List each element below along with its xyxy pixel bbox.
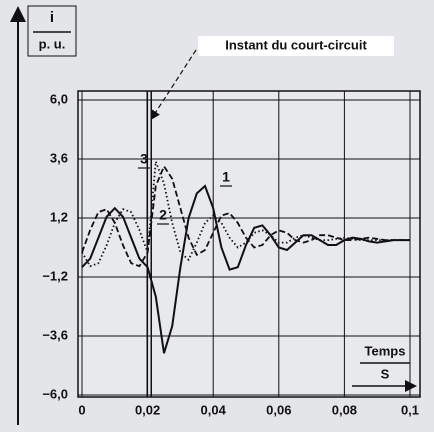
y-tick-label: −1,2 bbox=[42, 268, 68, 283]
y-tick-label: −3,6 bbox=[42, 327, 68, 342]
series-line bbox=[81, 161, 410, 268]
y-label-box bbox=[27, 5, 77, 57]
annotation-arrow bbox=[150, 49, 197, 121]
x-tick-label: 0,1 bbox=[401, 402, 419, 417]
y-tick-label: 6,0 bbox=[50, 91, 68, 106]
y-label-top: i bbox=[50, 9, 54, 26]
annotation-text: Instant du court-circuit bbox=[225, 37, 367, 52]
series-line bbox=[81, 184, 410, 354]
x-label-bottom: S bbox=[381, 366, 390, 381]
x-tick-label: 0 bbox=[78, 402, 85, 417]
x-tick-label: 0,06 bbox=[266, 402, 291, 417]
x-tick-label: 0,02 bbox=[135, 402, 160, 417]
series-label: 1 bbox=[222, 169, 230, 185]
y-tick-label: −6,0 bbox=[42, 386, 68, 401]
annotation-box bbox=[198, 36, 394, 56]
x-label-top: Temps bbox=[365, 343, 406, 358]
y-label-bottom: p. u. bbox=[39, 36, 66, 51]
x-tick-label: 0,04 bbox=[201, 402, 227, 417]
series-label: 2 bbox=[159, 207, 167, 223]
plot-frame bbox=[77, 90, 421, 398]
y-tick-label: 3,6 bbox=[50, 150, 68, 165]
x-tick-label: 0,08 bbox=[332, 402, 357, 417]
series-label: 3 bbox=[140, 151, 148, 167]
y-tick-label: 1,2 bbox=[50, 209, 68, 224]
